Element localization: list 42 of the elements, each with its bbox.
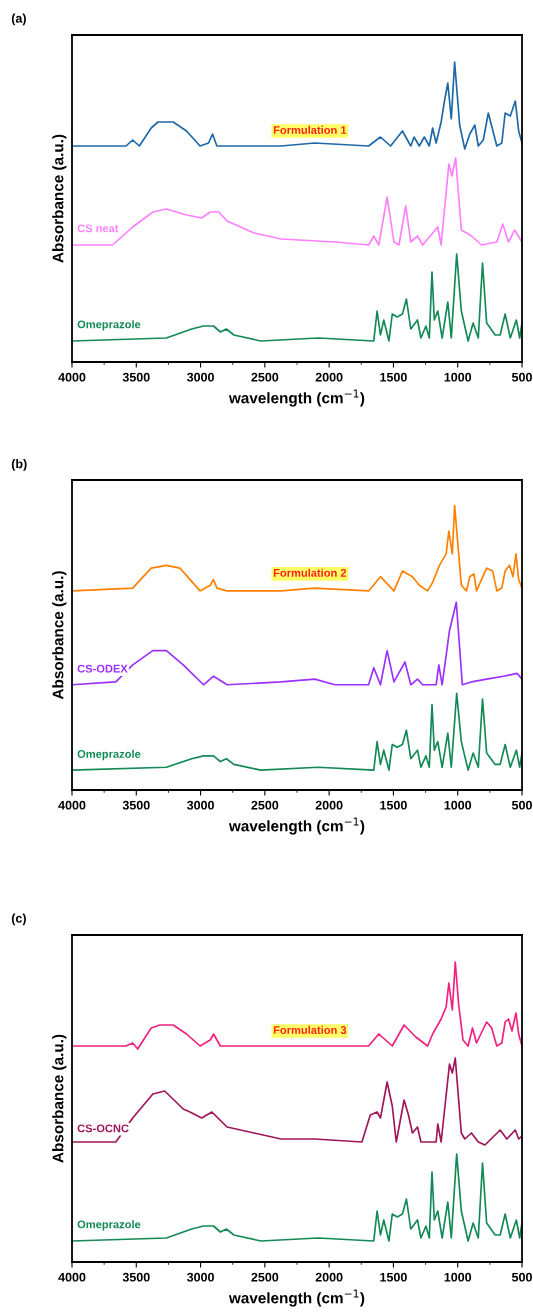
series-label: Formulation 3: [273, 1025, 347, 1034]
x-tick-label: 500: [511, 372, 532, 382]
series-label: CS neat: [77, 224, 119, 233]
y-axis-title: Absorbance (a.u.): [52, 1034, 67, 1163]
x-tick-label: 2000: [315, 372, 343, 382]
x-tick-label: 3000: [186, 372, 214, 382]
series-label: CS-ODEX: [77, 664, 128, 673]
x-tick-label: 3500: [122, 372, 150, 382]
x-tick-label: 2000: [315, 800, 343, 810]
x-tick-label: 4000: [58, 372, 86, 382]
x-tick-label: 1500: [380, 800, 407, 810]
chart-title: (b): [11, 459, 27, 471]
y-axis-title: Absorbance (a.u.): [52, 571, 67, 700]
x-tick-label: 1500: [380, 1272, 407, 1282]
x-tick-label: 500: [511, 1272, 532, 1282]
x-tick-label: 1000: [444, 800, 472, 810]
x-axis-title: wavelength (cm$^{−1}$): [228, 817, 365, 835]
x-tick-label: 1000: [444, 372, 472, 382]
x-tick-label: 2500: [251, 1272, 279, 1282]
x-tick-label: 1000: [444, 1272, 472, 1282]
y-axis-title: Absorbance (a.u.): [52, 134, 67, 263]
chart-title: (a): [11, 13, 26, 26]
series-label: Omeprazole: [77, 749, 141, 761]
series-label: Formulation 1: [273, 125, 347, 134]
x-tick-label: 3000: [186, 800, 214, 810]
x-tick-label: 4000: [58, 1272, 86, 1282]
series-label: Formulation 2: [273, 568, 347, 577]
x-tick-label: 3500: [122, 800, 150, 810]
series-label: Omeprazole: [77, 1220, 141, 1231]
series-label: CS-OCNC: [77, 1124, 129, 1133]
x-tick-label: 4000: [58, 800, 86, 810]
series-label: Omeprazole: [77, 320, 141, 331]
x-tick-label: 500: [511, 800, 532, 810]
x-tick-label: 3500: [122, 1272, 150, 1282]
x-tick-label: 1500: [380, 372, 407, 382]
chart-title: (c): [11, 913, 26, 926]
x-axis-title: wavelength (cm$^{−1}$): [228, 389, 365, 407]
x-tick-label: 2000: [315, 1272, 343, 1282]
x-tick-label: 2500: [251, 800, 279, 810]
x-axis-title: wavelength (cm$^{−1}$): [228, 1289, 365, 1307]
x-tick-label: 2500: [251, 372, 279, 382]
x-tick-label: 3000: [186, 1272, 214, 1282]
